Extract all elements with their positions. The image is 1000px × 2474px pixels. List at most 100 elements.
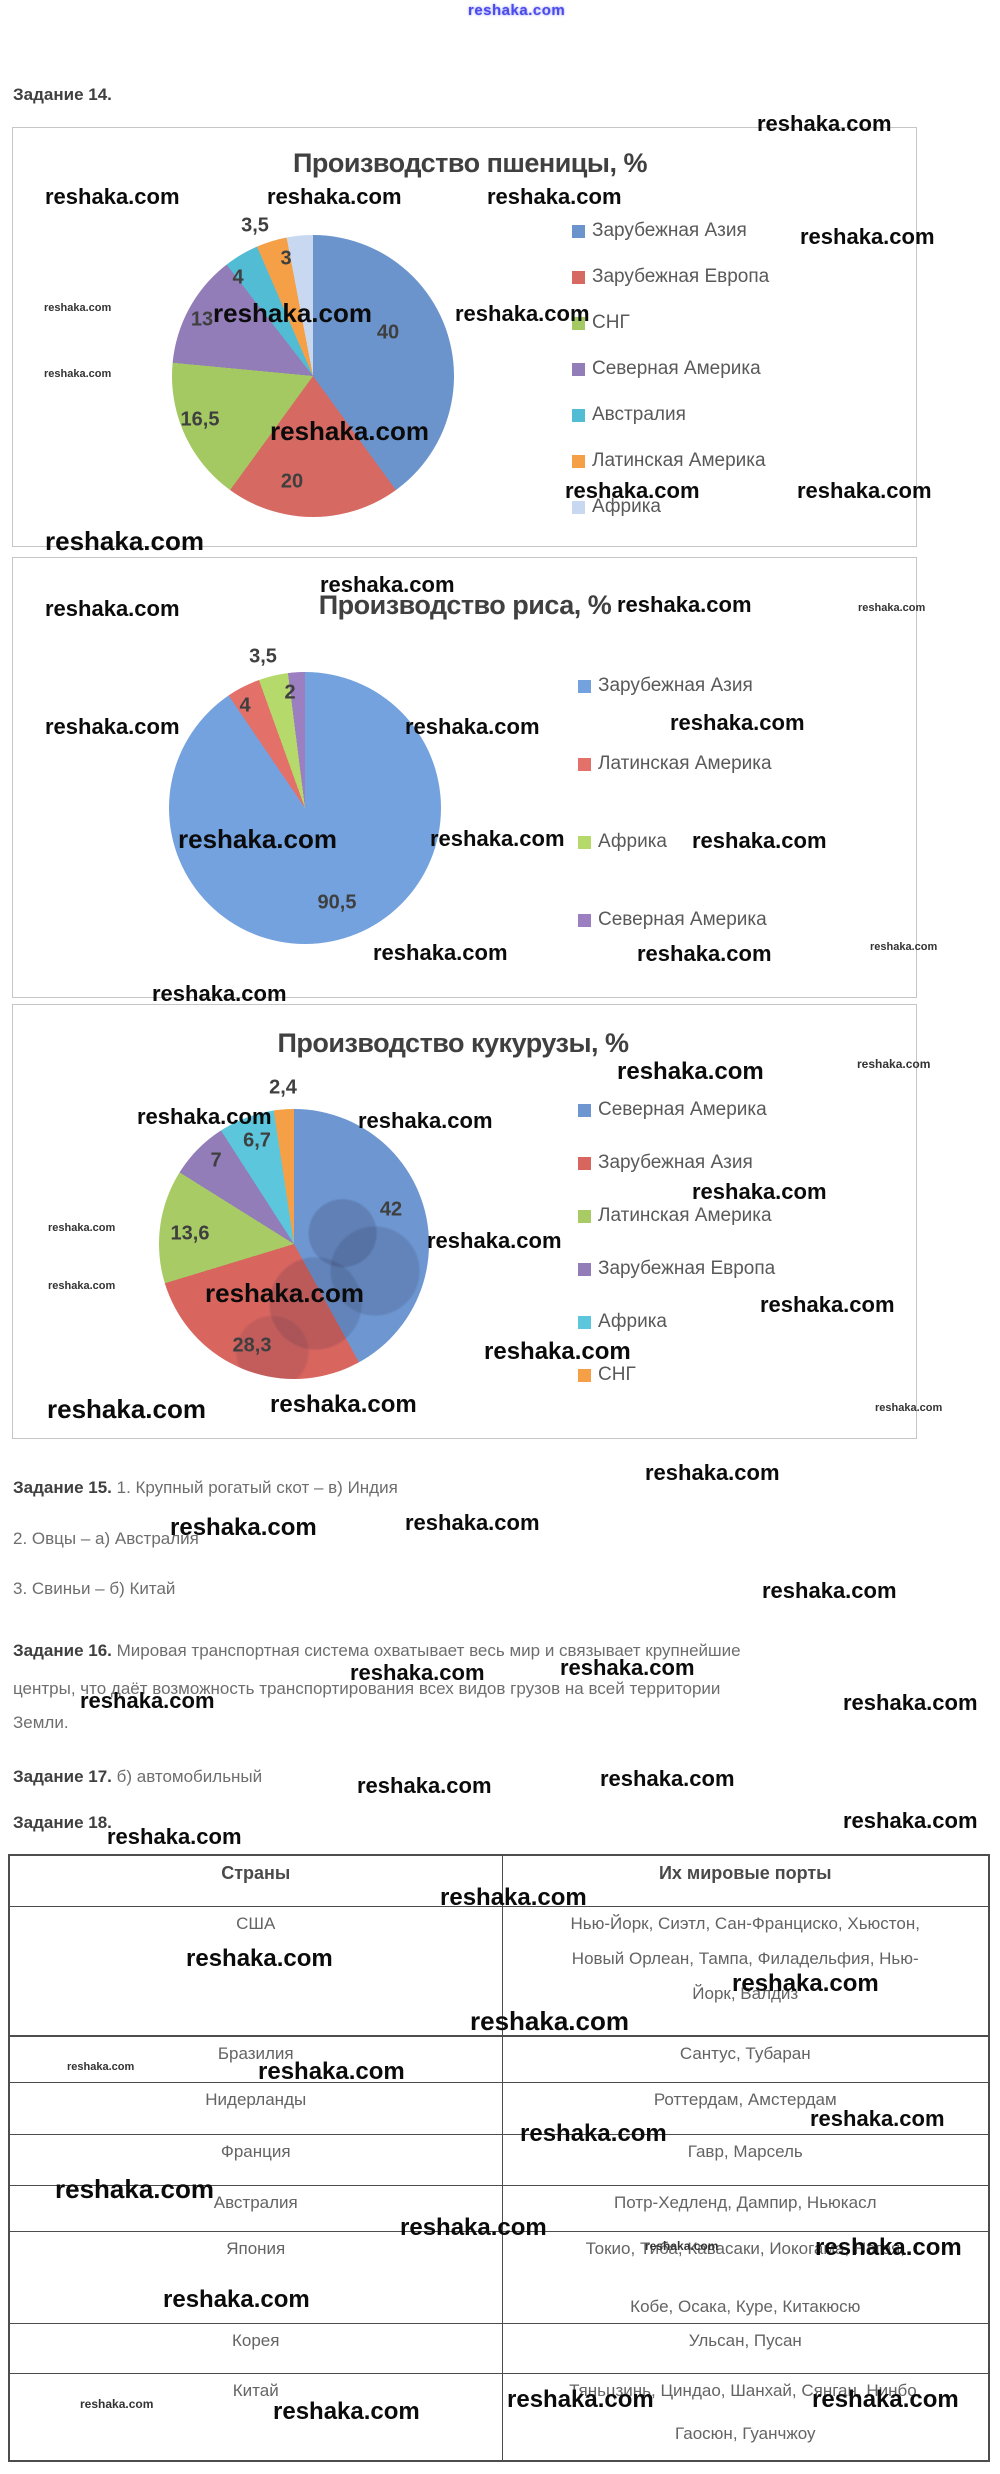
- watermark: reshaka.com: [67, 2061, 135, 2073]
- watermark: reshaka.com: [80, 1688, 215, 1713]
- watermark: reshaka.com: [163, 2286, 310, 2313]
- watermark: reshaka.com: [270, 416, 429, 446]
- ports-cell: Потр-Хедленд, Дампир, Ньюкасл: [501, 2184, 990, 2232]
- watermark: reshaka.com: [350, 1660, 485, 1685]
- table-row: Нидерланды Роттердам, Амстердам: [8, 2081, 990, 2135]
- pie-slice-label: 42: [379, 1198, 403, 1221]
- legend-swatch-icon: [578, 1103, 591, 1117]
- column-header-countries: Страны: [8, 1854, 503, 1907]
- legend-swatch-icon: [578, 913, 591, 927]
- legend-label: Австралия: [592, 404, 686, 425]
- legend-swatch-icon: [572, 316, 585, 330]
- watermark: reshaka.com: [757, 111, 892, 136]
- legend-label: Северная Америка: [598, 1099, 767, 1120]
- watermark: reshaka.com: [405, 1510, 540, 1535]
- task-text-line: Задание 18.: [13, 1812, 112, 1833]
- legend-label: Зарубежная Азия: [598, 1152, 753, 1173]
- pie-chart: [169, 672, 441, 944]
- ports-cell: Роттердам, Амстердам: [501, 2081, 990, 2135]
- watermark: reshaka.com: [670, 710, 805, 735]
- table-row: Австралия Потр-Хедленд, Дампир, Ньюкасл: [8, 2184, 990, 2232]
- ports-cell: Нью-Йорк, Сиэтл, Сан-Франциско, Хьюстон,…: [501, 1905, 990, 2037]
- legend-label: Северная Америка: [592, 358, 761, 379]
- watermark: reshaka.com: [560, 1655, 695, 1680]
- chart-title: Производство риса, %: [318, 590, 612, 620]
- ports-line-text: Сантус, Тубаран: [679, 2044, 811, 2063]
- pie-slice-label: 6,7: [243, 1129, 271, 1152]
- task-text-line: 3. Свиньи – б) Китай: [13, 1579, 176, 1598]
- legend-label: Зарубежная Азия: [598, 675, 753, 696]
- legend-item: Латинская Америка: [578, 1205, 775, 1226]
- country-cell: Франция: [8, 2133, 503, 2186]
- watermark: reshaka.com: [258, 2058, 405, 2085]
- ports-line-text: Кобе, Осака, Куре, Китакюсю: [630, 2296, 861, 2316]
- country-cell: Япония: [8, 2230, 503, 2324]
- watermark-stamp-shadow: [159, 1109, 429, 1379]
- watermark: reshaka.com: [55, 2174, 214, 2204]
- watermark: reshaka.com: [373, 940, 508, 965]
- ports-line-text: Нью-Йорк, Сиэтл, Сан-Франциско, Хьюстон,: [570, 1913, 920, 1933]
- watermark: reshaka.com: [815, 2234, 962, 2261]
- watermark: reshaka.com: [484, 1338, 631, 1365]
- ports-cell: Тяньцзинь, Циндао, Шанхай, Сянган, Нинбо…: [501, 2372, 990, 2462]
- table-row: Корея Ульсан, Пусан: [8, 2322, 990, 2374]
- watermark: reshaka.com: [617, 592, 752, 617]
- watermark: reshaka.com: [600, 1766, 735, 1791]
- pie-slice-label: 3,5: [241, 214, 269, 237]
- chart-title: Производство пшеницы, %: [293, 148, 647, 178]
- watermark: reshaka.com: [213, 298, 372, 328]
- legend-label: Африка: [592, 496, 661, 517]
- watermark: reshaka.com: [427, 1228, 562, 1253]
- watermark: reshaka.com: [870, 941, 938, 953]
- chart-legend: Зарубежная Азия Латинская Америка Африка Се…: [578, 675, 772, 930]
- watermark: reshaka.com: [357, 1773, 492, 1798]
- legend-label: Африка: [598, 1311, 667, 1332]
- ports-line-text: Новый Орлеан, Тампа, Филадельфия, Нью-: [571, 1948, 919, 1968]
- watermark: reshaka.com: [692, 1179, 827, 1204]
- table-row: Бразилия Сантус, Тубаран: [8, 2035, 990, 2083]
- column-header-ports: Их мировые порты: [501, 1854, 990, 1907]
- legend-swatch-icon: [578, 1156, 591, 1170]
- legend-swatch-icon: [572, 270, 585, 284]
- pie-slice-label: 90,5: [317, 891, 357, 914]
- table-row: Китай Тяньцзинь, Циндао, Шанхай, Сянган, …: [8, 2372, 990, 2462]
- watermark: reshaka.com: [857, 1057, 931, 1071]
- watermark: reshaka.com: [637, 941, 772, 966]
- task-text-line: Земли.: [13, 1713, 69, 1732]
- watermark: reshaka.com: [645, 2239, 719, 2253]
- table-header-row: Страны Их мировые порты: [8, 1854, 990, 1907]
- watermark: reshaka.com: [107, 1824, 242, 1849]
- watermark: reshaka.com: [44, 302, 112, 314]
- legend-label: Зарубежная Европа: [592, 266, 770, 287]
- table-row: США Нью-Йорк, Сиэтл, Сан-Франциско, Хьюст…: [8, 1905, 990, 2037]
- watermark: reshaka.com: [80, 2397, 154, 2411]
- legend-item: Латинская Америка: [578, 753, 772, 774]
- watermark: reshaka.com: [520, 2120, 667, 2147]
- pie-slice-label: 3: [280, 247, 292, 270]
- watermark: reshaka.com: [843, 1690, 978, 1715]
- watermark: reshaka.com: [405, 714, 540, 739]
- legend-item: СНГ: [572, 312, 769, 333]
- watermark: reshaka.com: [858, 602, 926, 614]
- pie-chart: [159, 1109, 429, 1379]
- watermark: reshaka.com: [47, 1394, 206, 1424]
- watermark: reshaka.com: [137, 1104, 272, 1129]
- ports-cell: Ульсан, Пусан: [501, 2322, 990, 2374]
- watermark: reshaka.com: [45, 184, 180, 209]
- legend-swatch-icon: [578, 679, 591, 693]
- ports-line-text: Роттердам, Амстердам: [653, 2089, 837, 2109]
- legend-item: Северная Америка: [572, 358, 769, 379]
- watermark: reshaka.com: [48, 1222, 116, 1234]
- chart-box-wheat: [12, 127, 917, 547]
- country-cell: Нидерланды: [8, 2081, 503, 2135]
- ports-line-text: Ульсан, Пусан: [688, 2330, 802, 2350]
- watermark: reshaka.com: [152, 981, 287, 1006]
- watermark: reshaka.com: [45, 714, 180, 739]
- legend-item: Латинская Америка: [572, 450, 769, 471]
- legend-item: Африка: [578, 1311, 775, 1332]
- watermark: reshaka.com: [186, 1945, 333, 1972]
- ports-table: Страны Их мировые порты США Нью-Йорк, Сиэ…: [8, 1854, 990, 2462]
- watermark: reshaka.com: [273, 2398, 420, 2425]
- ports-line-text: Потр-Хедленд, Дампир, Ньюкасл: [614, 2192, 877, 2212]
